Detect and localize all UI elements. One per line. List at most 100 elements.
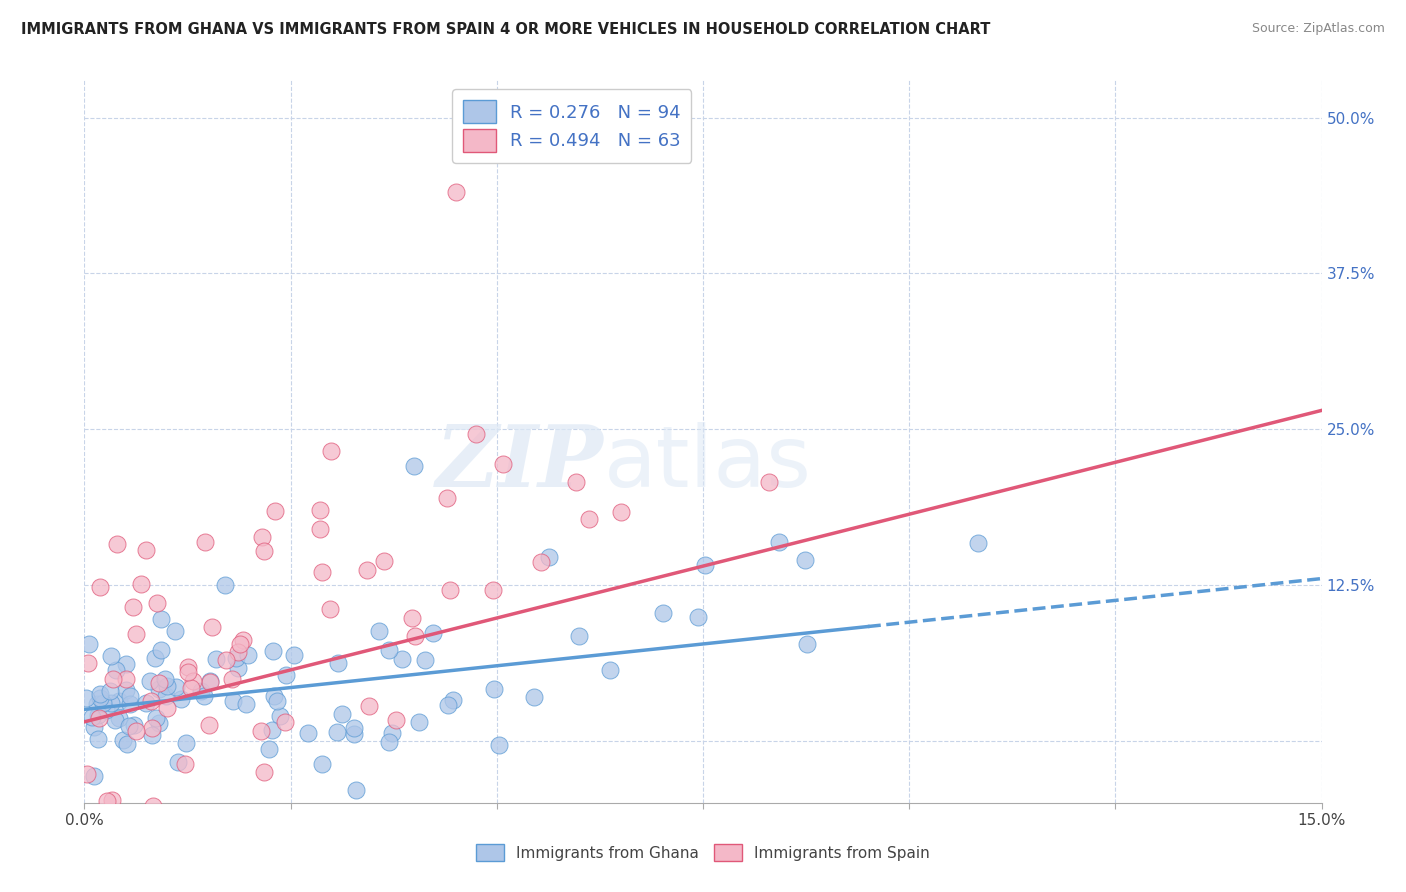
Point	[145, 711, 167, 725]
Point	[77, 637, 100, 651]
Point	[87, 731, 110, 746]
Point	[232, 632, 254, 647]
Point	[464, 427, 486, 442]
Point	[125, 723, 148, 738]
Point	[319, 601, 342, 615]
Point	[156, 680, 179, 694]
Point	[686, 610, 709, 624]
Point	[108, 711, 131, 725]
Point	[262, 723, 284, 737]
Point	[356, 563, 378, 577]
Point	[229, 637, 252, 651]
Point	[93, 696, 115, 710]
Point	[105, 537, 128, 551]
Point	[693, 558, 716, 573]
Point	[309, 522, 332, 536]
Point	[156, 701, 179, 715]
Point	[221, 672, 243, 686]
Point	[165, 680, 187, 694]
Point	[77, 657, 100, 671]
Point	[96, 794, 118, 808]
Point	[378, 735, 401, 749]
Point	[308, 503, 330, 517]
Point	[297, 726, 319, 740]
Point	[651, 606, 673, 620]
Text: atlas: atlas	[605, 422, 813, 505]
Point	[262, 643, 284, 657]
Point	[326, 725, 349, 739]
Text: IMMIGRANTS FROM GHANA VS IMMIGRANTS FROM SPAIN 4 OR MORE VEHICLES IN HOUSEHOLD C: IMMIGRANTS FROM GHANA VS IMMIGRANTS FROM…	[21, 22, 990, 37]
Point	[357, 698, 380, 713]
Point	[115, 737, 138, 751]
Point	[100, 648, 122, 663]
Point	[148, 681, 170, 696]
Point	[492, 457, 515, 471]
Point	[377, 642, 399, 657]
Point	[599, 663, 621, 677]
Point	[104, 713, 127, 727]
Point	[225, 651, 247, 665]
Point	[122, 718, 145, 732]
Point	[436, 491, 458, 506]
Point	[373, 554, 395, 568]
Point	[141, 721, 163, 735]
Point	[205, 652, 228, 666]
Point	[269, 709, 291, 723]
Point	[76, 766, 98, 780]
Point	[174, 757, 197, 772]
Point	[422, 625, 444, 640]
Point	[226, 661, 249, 675]
Point	[401, 611, 423, 625]
Point	[115, 682, 138, 697]
Point	[482, 583, 505, 598]
Point	[484, 681, 506, 696]
Point	[250, 723, 273, 738]
Point	[108, 694, 131, 708]
Point	[86, 697, 108, 711]
Point	[263, 689, 285, 703]
Point	[342, 727, 364, 741]
Point	[143, 651, 166, 665]
Point	[404, 629, 426, 643]
Point	[236, 648, 259, 662]
Point	[198, 674, 221, 689]
Legend: Immigrants from Ghana, Immigrants from Spain: Immigrants from Ghana, Immigrants from S…	[470, 838, 936, 867]
Point	[565, 475, 588, 489]
Point	[215, 653, 238, 667]
Point	[87, 707, 110, 722]
Point	[122, 599, 145, 614]
Point	[104, 663, 127, 677]
Point	[385, 713, 408, 727]
Point	[145, 596, 167, 610]
Point	[100, 697, 122, 711]
Point	[115, 672, 138, 686]
Point	[250, 530, 273, 544]
Point	[170, 692, 193, 706]
Point	[174, 736, 197, 750]
Point	[155, 690, 177, 704]
Text: ZIP: ZIP	[436, 421, 605, 505]
Point	[274, 667, 297, 681]
Point	[274, 714, 297, 729]
Point	[80, 710, 103, 724]
Point	[120, 817, 142, 831]
Point	[368, 624, 391, 639]
Point	[235, 697, 257, 711]
Point	[83, 719, 105, 733]
Point	[125, 627, 148, 641]
Point	[523, 690, 546, 704]
Point	[537, 550, 560, 565]
Point	[444, 186, 467, 200]
Point	[381, 726, 404, 740]
Point	[180, 681, 202, 696]
Point	[253, 764, 276, 779]
Point	[142, 798, 165, 813]
Point	[83, 769, 105, 783]
Point	[530, 555, 553, 569]
Point	[413, 653, 436, 667]
Point	[328, 656, 350, 670]
Point	[441, 692, 464, 706]
Point	[118, 689, 141, 703]
Point	[266, 694, 288, 708]
Point	[181, 673, 204, 688]
